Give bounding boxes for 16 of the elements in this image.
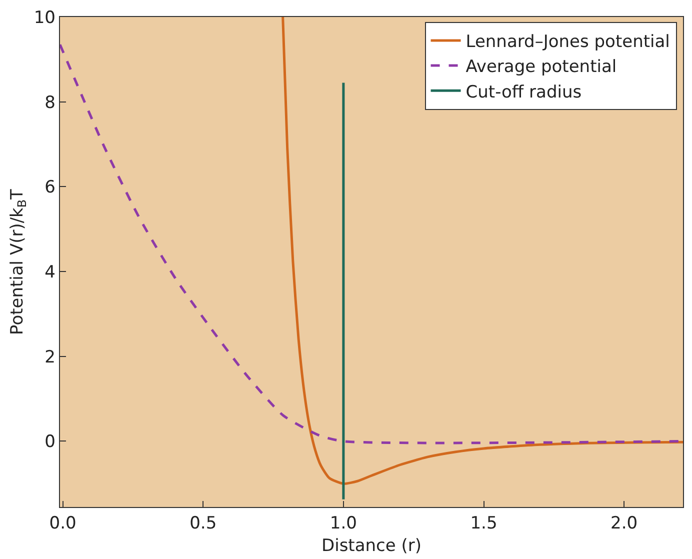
x-tick-label: 1.5 bbox=[470, 514, 498, 534]
y-tick-label: 2 bbox=[44, 347, 56, 368]
y-tick-label: 4 bbox=[44, 262, 56, 282]
legend-label: Average potential bbox=[466, 57, 617, 78]
x-tick-label: 0.0 bbox=[49, 514, 76, 534]
x-axis-title: Distance (r) bbox=[322, 536, 422, 556]
y-tick-label: 8 bbox=[44, 92, 56, 113]
x-tick-label: 1.0 bbox=[330, 514, 357, 534]
legend-label: Lennard–Jones potential bbox=[466, 32, 670, 52]
x-tick-label: 2.0 bbox=[610, 514, 638, 534]
line-series bbox=[282, 17, 683, 485]
y-tick-label: 10 bbox=[34, 8, 56, 28]
x-tick-label: 0.5 bbox=[190, 514, 217, 534]
legend-label: Cut-off radius bbox=[466, 82, 582, 102]
y-tick-label: 6 bbox=[44, 178, 56, 198]
y-tick-label: 0 bbox=[44, 432, 56, 452]
